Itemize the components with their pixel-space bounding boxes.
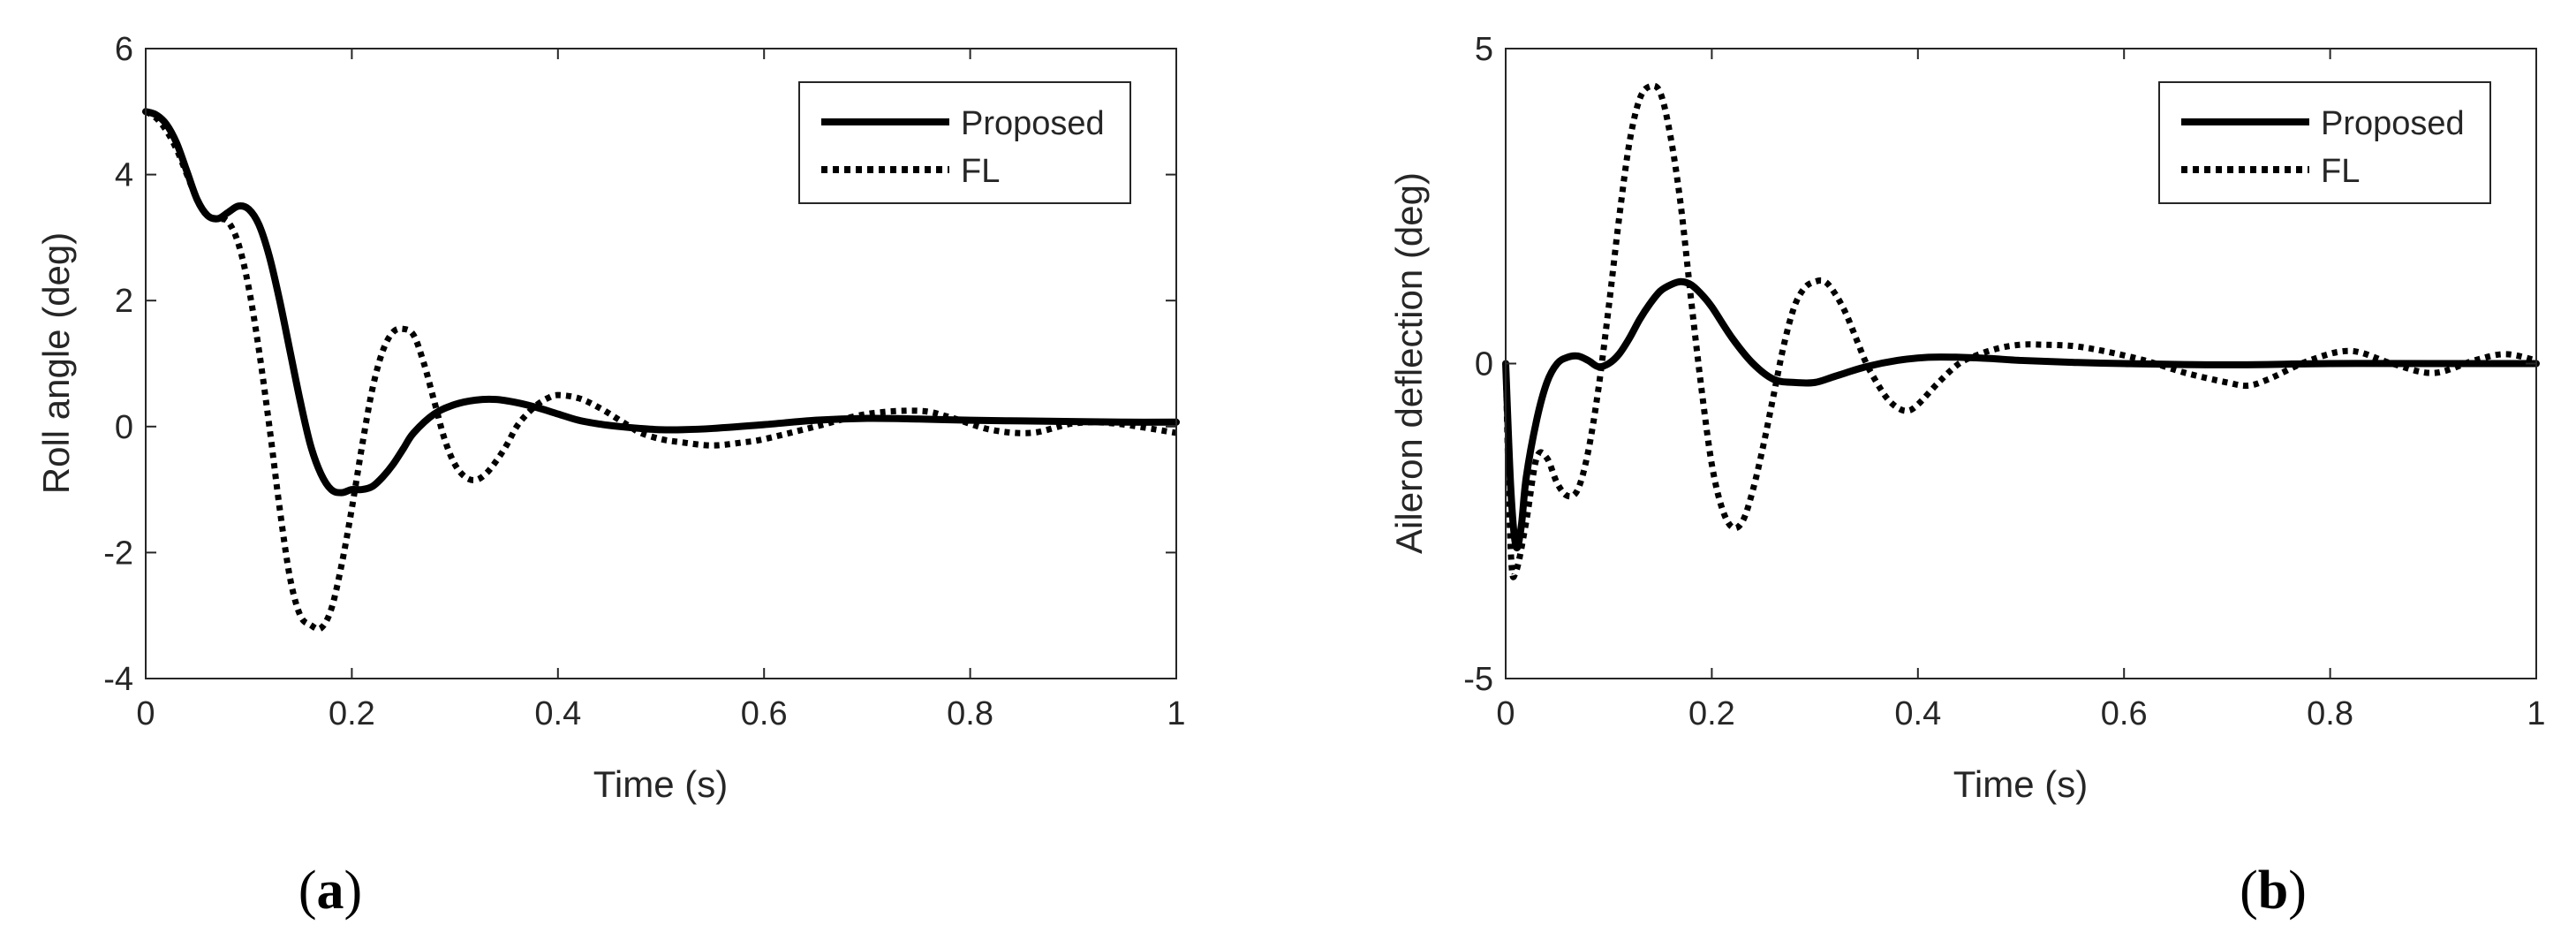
legend-box-b <box>2158 81 2491 204</box>
x-tick-label-b: 0.8 <box>2307 695 2353 732</box>
series-layer-a <box>142 108 1180 633</box>
y-tick-label-a: -2 <box>103 535 133 572</box>
series-line-fl-a <box>144 109 1177 633</box>
panel-letter-a: a <box>317 861 344 921</box>
y-tick-label-b: 0 <box>1475 346 1493 383</box>
panel-letter-b: b <box>2258 861 2288 921</box>
y-axis-label-a: Roll angle (deg) <box>35 232 77 495</box>
x-tick-label-b: 1 <box>2527 695 2545 732</box>
x-axis-label-b: Time (s) <box>1953 763 2088 805</box>
y-tick-label-b: 5 <box>1475 31 1493 68</box>
panel-label-a: (a) <box>298 861 362 921</box>
legend-a: Proposed FL <box>798 81 1131 204</box>
y-axis-label-b: Aileron deflection (deg) <box>1388 172 1430 554</box>
legend-box-a <box>798 81 1131 204</box>
y-tick-label-a: 0 <box>115 409 133 446</box>
x-tick-label-a: 0.2 <box>329 695 375 732</box>
x-tick-label-a: 0 <box>136 695 155 732</box>
x-tick-label-a: 0.6 <box>741 695 788 732</box>
legend-label-fl-a: FL <box>961 153 1000 190</box>
x-tick-label-a: 1 <box>1167 695 1185 732</box>
ticks-layer-a: 0 0.2 0.4 0.6 0.8 1 -4 -2 0 2 4 6 <box>103 31 1185 732</box>
y-tick-label-a: 2 <box>115 283 133 320</box>
panel-label-b: (b) <box>2240 861 2307 921</box>
legend-label-fl-b: FL <box>2321 153 2360 190</box>
x-tick-label-b: 0.6 <box>2101 695 2148 732</box>
x-axis-label-a: Time (s) <box>593 763 728 805</box>
y-tick-label-a: 4 <box>115 157 133 194</box>
x-tick-label-b: 0 <box>1496 695 1515 732</box>
legend-label-proposed-b: Proposed <box>2321 105 2465 142</box>
series-line-fl-b <box>1502 82 2537 580</box>
x-tick-label-a: 0.4 <box>534 695 581 732</box>
x-tick-label-b: 0.2 <box>1688 695 1735 732</box>
series-layer-b <box>1502 82 2540 580</box>
x-tick-label-b: 0.4 <box>1894 695 1941 732</box>
y-tick-label-a: -4 <box>103 661 133 698</box>
axes-box-a <box>145 48 1177 679</box>
chart-a: 0 0.2 0.4 0.6 0.8 1 -4 -2 0 2 4 6 Time (s) Roll ang… <box>35 31 1186 921</box>
chart-b: 0 0.2 0.4 0.6 0.8 1-505 Time (s) Aileron defl… <box>1388 31 2546 921</box>
series-line-proposed-a <box>142 108 1180 497</box>
legend-label-proposed-a: Proposed <box>961 105 1105 142</box>
y-tick-label-a: 6 <box>115 31 133 68</box>
y-tick-label-b: -5 <box>1463 661 1493 698</box>
x-tick-label-a: 0.8 <box>947 695 993 732</box>
legend-b: Proposed FL <box>2158 81 2491 204</box>
ticks-layer-b: 0 0.2 0.4 0.6 0.8 1-505 <box>1463 31 2545 732</box>
series-line-proposed-b <box>1502 277 2540 551</box>
